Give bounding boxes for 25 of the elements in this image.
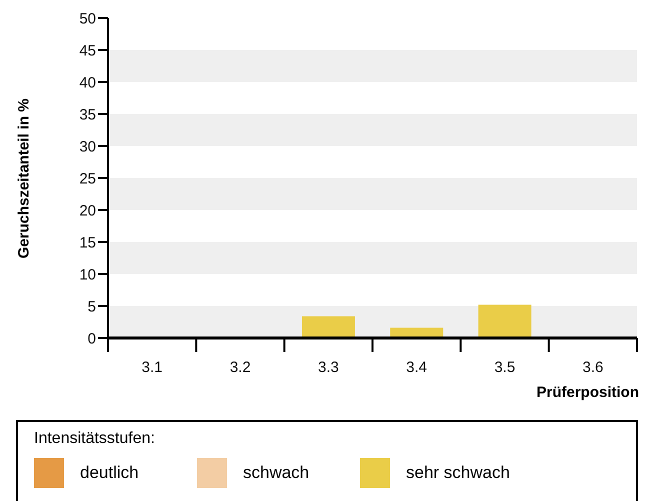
y-tick-label: 20 [79,202,96,220]
bar [302,316,355,338]
y-tick-label: 25 [79,170,96,188]
y-tick-label: 40 [79,74,96,92]
y-tick-label: 0 [88,330,96,348]
legend-label: deutlich [80,463,139,483]
y-tick-label: 5 [88,298,96,316]
bar [478,304,532,338]
legend-title: Intensitätsstufen: [34,430,156,448]
y-tick-label: 45 [79,42,96,60]
legend-label: sehr schwach [406,463,510,483]
x-tick-label: 3.6 [582,359,604,376]
x-axis-title: Prüferposition [536,384,639,401]
x-tick-label: 3.5 [494,359,516,376]
legend-label: schwach [243,463,310,483]
y-tick-label: 35 [79,106,96,124]
y-tick-label: 50 [79,10,96,28]
y-tick-label: 15 [79,234,96,252]
x-tick-label: 3.1 [142,359,163,376]
x-tick-label: 3.4 [406,359,428,376]
x-tick-label: 3.3 [318,359,339,376]
x-tick-label: 3.2 [230,359,251,376]
y-axis-title: Geruchszeitanteil in % [16,98,33,258]
y-tick-label: 30 [79,138,96,156]
y-tick-label: 10 [79,266,96,284]
